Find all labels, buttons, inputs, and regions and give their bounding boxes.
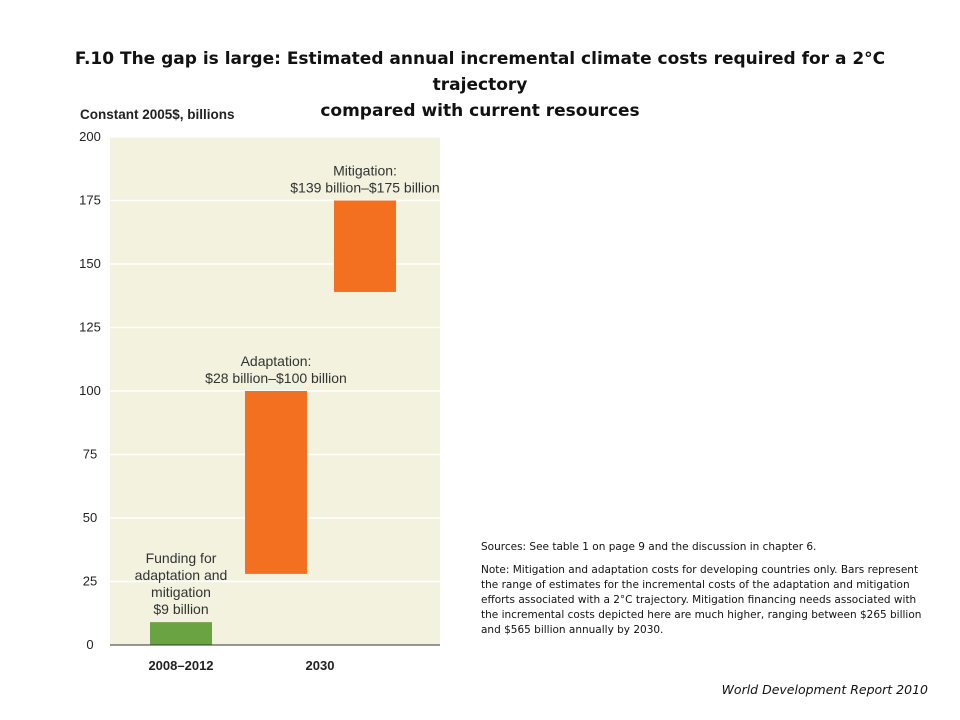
slide-title: F.10 The gap is large: Estimated annual … — [40, 46, 920, 124]
slide-title-line-1: F.10 The gap is large: Estimated annual … — [74, 49, 886, 95]
slide-title-line-2: compared with current resources — [320, 101, 640, 121]
y-tick-label: 125 — [79, 320, 101, 335]
sources-text: Sources: See table 1 on page 9 and the d… — [481, 541, 817, 553]
y-tick-label: 75 — [83, 447, 97, 462]
range-bar-chart: 0 25 50 75 100 125 150 175 200 Constant 2005$, bi… — [79, 107, 440, 673]
y-tick-label: 150 — [79, 256, 101, 271]
y-tick-label: 200 — [79, 129, 101, 144]
bar-data-label: Funding for — [146, 550, 217, 566]
footer-source: World Development Report 2010 — [721, 682, 928, 697]
bar-data-label: Mitigation: — [333, 163, 397, 179]
chart-container: 0 25 50 75 100 125 150 175 200 Constant 2005$, bi… — [70, 100, 450, 680]
bar-data-label: mitigation — [151, 584, 211, 600]
y-tick-label: 25 — [83, 574, 97, 589]
bar-data-label: $139 billion–$175 billion — [290, 180, 439, 196]
y-tick-label: 0 — [86, 637, 93, 652]
y-tick-label: 175 — [79, 193, 101, 208]
bar-data-label: $28 billion–$100 billion — [205, 370, 347, 386]
y-tick-label: 50 — [83, 510, 97, 525]
bar-1 — [150, 622, 212, 645]
bar-data-label: $9 billion — [153, 601, 208, 617]
bar-data-label: adaptation and — [135, 567, 228, 583]
y-axis-label: Constant 2005$, billions — [80, 107, 235, 122]
x-tick-label: 2030 — [306, 658, 335, 673]
note-text: Note: Mitigation and adaptation costs fo… — [481, 564, 922, 636]
chart-notes: Sources: See table 1 on page 9 and the d… — [481, 540, 931, 646]
bar-data-label: Adaptation: — [241, 353, 312, 369]
x-tick-label: 2008–2012 — [148, 658, 213, 673]
bar-2 — [245, 391, 307, 574]
y-tick-label: 100 — [79, 383, 101, 398]
bar-3 — [334, 200, 396, 292]
